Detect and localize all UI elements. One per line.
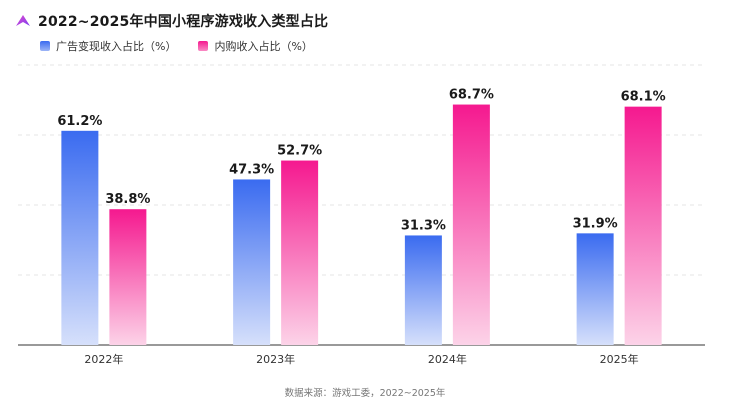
data-label-ad-0: 61.2% xyxy=(57,114,102,129)
bar-ad-3 xyxy=(576,233,614,345)
data-label-iap-1: 52.7% xyxy=(277,144,322,159)
bar-ad-2 xyxy=(404,235,442,345)
bar-iap-1 xyxy=(281,160,319,345)
data-label-ad-3: 31.9% xyxy=(573,216,618,231)
chart-title-row: 2022~2025年中国小程序游戏收入类型占比 xyxy=(14,10,328,32)
chart-title: 2022~2025年中国小程序游戏收入类型占比 xyxy=(38,14,329,30)
legend-item-ad: 广告变现收入占比（%） xyxy=(40,38,176,54)
arrow-logo-icon xyxy=(16,15,30,26)
legend-item-iap: 内购收入占比（%） xyxy=(198,38,313,54)
chart-legend: 广告变现收入占比（%） 内购收入占比（%） xyxy=(40,38,335,54)
data-label-iap-0: 38.8% xyxy=(105,192,150,207)
data-source-note: 数据来源：游戏工委，2022~2025年 xyxy=(284,388,446,399)
legend-label-iap: 内购收入占比（%） xyxy=(214,40,313,53)
x-tick-label-1: 2023年 xyxy=(256,352,295,366)
legend-label-ad: 广告变现收入占比（%） xyxy=(56,40,177,53)
x-tick-label-0: 2022年 xyxy=(84,352,123,366)
data-label-ad-2: 31.3% xyxy=(401,218,446,233)
x-tick-label-2: 2024年 xyxy=(428,352,467,366)
bar-iap-2 xyxy=(452,104,490,345)
bar-iap-3 xyxy=(624,106,662,346)
legend-swatch-ad xyxy=(40,41,50,51)
data-label-ad-1: 47.3% xyxy=(229,162,274,177)
data-label-iap-2: 68.7% xyxy=(449,88,494,103)
bar-ad-1 xyxy=(233,179,271,345)
legend-swatch-iap xyxy=(198,41,209,51)
bar-iap-0 xyxy=(109,209,147,345)
data-label-iap-3: 68.1% xyxy=(621,90,666,105)
bar-chart: 61.2% 38.8% 2022年 47.3%52.7% 2023年 31.3% 68.7%… xyxy=(18,64,705,366)
x-tick-label-3: 2025年 xyxy=(600,352,639,366)
bar-ad-0 xyxy=(61,130,99,345)
